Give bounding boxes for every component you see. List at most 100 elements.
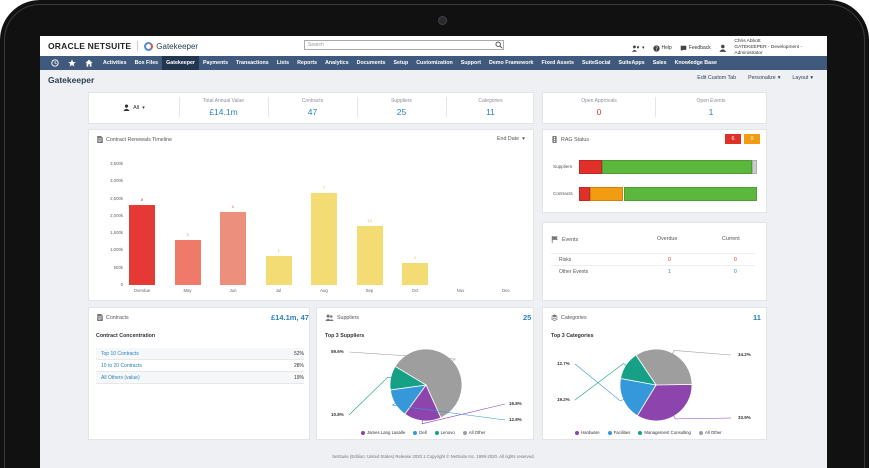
- kpi-contracts[interactable]: Contracts 47: [268, 93, 357, 123]
- concentration-link[interactable]: All Others (value): [101, 375, 140, 381]
- rag-segment-amber[interactable]: [589, 187, 624, 201]
- kpi-label: Categories: [478, 98, 503, 104]
- date-field-dropdown[interactable]: End Date ▾: [497, 136, 525, 142]
- rag-row-label: Suppliers: [553, 164, 573, 169]
- bar-oct[interactable]: [402, 262, 428, 285]
- feedback-link[interactable]: Feedback: [680, 45, 711, 52]
- rag-segment-red[interactable]: [579, 187, 590, 201]
- legend-dot: [698, 430, 703, 435]
- edit-custom-tab-link[interactable]: Edit Custom Tab: [697, 75, 737, 81]
- user-switch-button[interactable]: ▾: [632, 44, 645, 52]
- user-info: Chris Abbott GATEKEEPER - Development - …: [734, 39, 827, 57]
- document-icon: [97, 314, 103, 321]
- kpi-total-annual-value[interactable]: Total Annual Value £14.1m: [179, 93, 268, 123]
- risks-overdue-value[interactable]: 0: [668, 257, 671, 263]
- nav-item-knowledge-base[interactable]: Knowledge Base: [674, 60, 717, 66]
- kpi-value: 47: [307, 107, 318, 117]
- bar-data-label: 6: [231, 204, 235, 210]
- y-tick-label: 2,500k: [110, 195, 123, 201]
- legend-dot: [434, 430, 439, 435]
- user-menu[interactable]: Chris Abbott GATEKEEPER - Development - …: [719, 39, 827, 57]
- rag-amber-count-badge[interactable]: 9: [744, 134, 760, 144]
- oracle-netsuite-logo[interactable]: ORACLE NETSUITE: [48, 41, 132, 51]
- personalize-label: Personalize: [748, 75, 776, 81]
- layout-menu[interactable]: Layout ▾: [792, 75, 813, 81]
- nav-item-fixed-assets[interactable]: Fixed Assets: [541, 60, 574, 66]
- legend-item[interactable]: James Lang Lasalle: [361, 430, 405, 435]
- bar-jun[interactable]: [220, 212, 246, 285]
- kpi-divider: [357, 97, 358, 117]
- categories-count[interactable]: 11: [753, 313, 761, 322]
- rag-segment-green[interactable]: [623, 187, 757, 201]
- favorites-star-icon[interactable]: [65, 56, 79, 70]
- kpi-open-approvals[interactable]: Open Approvals 0: [543, 93, 655, 123]
- legend-item[interactable]: Hardware: [575, 430, 600, 435]
- concentration-link[interactable]: Top 10 Contracts: [101, 351, 139, 357]
- help-icon: ?: [652, 44, 660, 52]
- kpi-open-events[interactable]: Open Events 1: [655, 93, 767, 123]
- suppliers-count[interactable]: 25: [523, 313, 532, 322]
- bar-jul[interactable]: [265, 255, 292, 285]
- home-icon[interactable]: [82, 56, 96, 70]
- rag-segment-red[interactable]: [579, 160, 603, 174]
- concentration-link[interactable]: 10 to 20 Contracts: [101, 363, 142, 369]
- card-header: Categories: [551, 314, 587, 321]
- search-icon[interactable]: [495, 41, 503, 49]
- card-title: Categories: [561, 314, 587, 321]
- legend-item[interactable]: All Other: [462, 430, 485, 435]
- nav-item-suiteapps[interactable]: SuiteApps: [618, 60, 645, 66]
- event-type-label: Other Events: [559, 269, 589, 275]
- bar-overdue[interactable]: [129, 205, 155, 285]
- nav-item-lists[interactable]: Lists: [276, 60, 290, 66]
- rag-segment-grey[interactable]: [751, 160, 757, 174]
- nav-item-gatekeeper[interactable]: Gatekeeper: [162, 56, 199, 70]
- bar-may[interactable]: [174, 240, 201, 285]
- owner-filter-value: All: [133, 104, 140, 111]
- bar-sep[interactable]: [356, 226, 383, 285]
- feedback-label: Feedback: [688, 45, 711, 51]
- other-events-overdue-value[interactable]: 1: [668, 269, 671, 275]
- bar-aug[interactable]: [311, 193, 337, 285]
- rag-red-count-badge[interactable]: 6: [725, 134, 741, 144]
- card-header: Events: [551, 236, 578, 243]
- layout-label: Layout: [792, 75, 809, 81]
- nav-item-documents[interactable]: Documents: [356, 60, 386, 66]
- top-suppliers-title: Top 3 Suppliers: [325, 333, 365, 339]
- other-events-current-value[interactable]: 0: [734, 269, 737, 275]
- legend-item[interactable]: Dell: [413, 430, 427, 435]
- legend-item[interactable]: All Other: [698, 430, 722, 435]
- recent-records-icon[interactable]: [48, 56, 62, 70]
- legend-item[interactable]: Management Consulting: [638, 430, 691, 435]
- risks-current-value[interactable]: 0: [734, 257, 737, 263]
- nav-item-demo-framework[interactable]: Demo Framework: [489, 60, 534, 66]
- nav-item-activities[interactable]: Activities: [103, 60, 127, 66]
- nav-item-sales[interactable]: Sales: [652, 60, 667, 66]
- y-tick-label: 3,000k: [110, 178, 123, 184]
- nav-item-payments[interactable]: Payments: [202, 60, 229, 66]
- personalize-menu[interactable]: Personalize ▾: [748, 75, 780, 81]
- nav-item-setup[interactable]: Setup: [393, 60, 409, 66]
- kpi-label: Open Approvals: [581, 98, 617, 104]
- pie-leader-line: [670, 409, 732, 420]
- chevron-down-icon: ▾: [642, 45, 645, 51]
- global-search-input[interactable]: Search: [304, 40, 504, 50]
- legend-item[interactable]: Lenovo: [434, 430, 455, 435]
- nav-item-support[interactable]: Support: [460, 60, 482, 66]
- pie-leader-line: [348, 376, 398, 416]
- nav-item-analytics[interactable]: Analytics: [325, 60, 349, 66]
- kpi-suppliers[interactable]: Suppliers 25: [357, 93, 446, 123]
- nav-item-box-files[interactable]: Box Files: [134, 60, 159, 66]
- owner-filter[interactable]: All ▾: [89, 93, 179, 123]
- nav-item-suitesocial[interactable]: SuiteSocial: [581, 60, 611, 66]
- nav-item-customization[interactable]: Customization: [416, 60, 453, 66]
- rag-status-card: RAG Status 6 9 Suppliers Contracts: [542, 129, 767, 213]
- y-tick-label: 0: [120, 282, 123, 287]
- rag-segment-green[interactable]: [602, 160, 752, 174]
- nav-item-reports[interactable]: Reports: [297, 60, 318, 66]
- help-link[interactable]: ? Help: [652, 44, 672, 52]
- contracts-total-value[interactable]: £14.1m, 47: [271, 313, 309, 322]
- chevron-down-icon: ▾: [777, 75, 781, 81]
- legend-item[interactable]: Facilities: [607, 430, 630, 435]
- kpi-categories[interactable]: Categories 11: [446, 93, 535, 123]
- nav-item-transactions[interactable]: Transactions: [236, 60, 269, 66]
